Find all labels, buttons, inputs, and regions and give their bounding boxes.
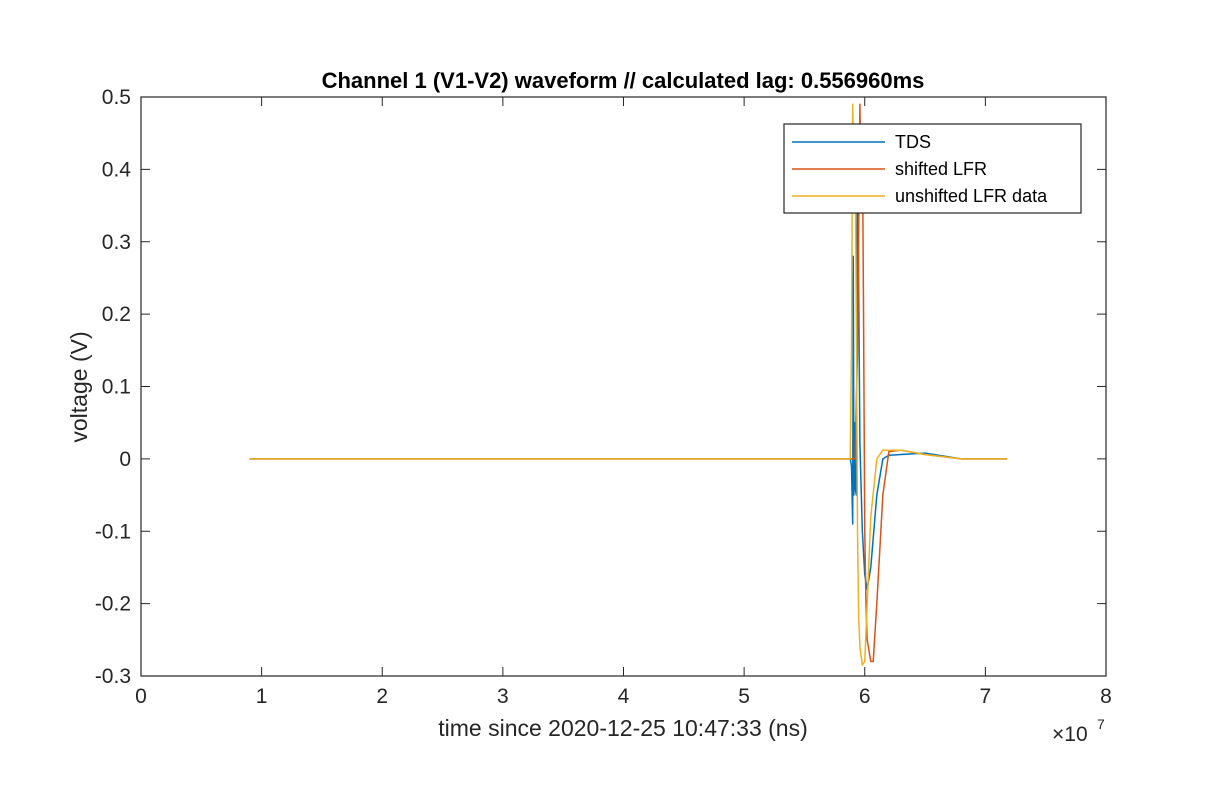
y-tick-label: -0.2 [95,593,131,616]
x-tick-label: 2 [376,685,388,708]
series-layer [249,103,1008,666]
x-tick-label: 0 [135,685,147,708]
y-tick-label: 0.5 [102,86,131,109]
y-tick-label: -0.1 [95,520,131,543]
x-exponent-power: 7 [1097,716,1105,732]
x-tick-label: 7 [980,685,992,708]
x-exponent: ×10 7 [1052,716,1105,746]
x-tick-label: 3 [497,685,509,708]
y-tick-label: 0.4 [102,158,132,181]
x-tick-label: 6 [859,685,871,708]
y-tick-label: 0 [119,448,131,471]
legend-label-1: shifted LFR [895,159,987,179]
x-tick-label: 1 [256,685,268,708]
legend[interactable]: TDS shifted LFR unshifted LFR data [783,123,1082,214]
y-tick-label: 0.2 [102,303,131,326]
y-tick-label: 0.1 [102,376,131,399]
x-axis-label: time since 2020-12-25 10:47:33 (ns) [438,715,808,741]
ticks-layer: 0 1 2 3 4 5 6 7 8 -0.3 -0.2 -0.1 0 0.1 0.2 0.3 0.4 0.5 [95,86,1112,708]
y-tick-label: 0.3 [102,231,131,254]
legend-items: TDS shifted LFR unshifted LFR data [792,132,1048,206]
legend-label-2: unshifted LFR data [895,186,1048,206]
y-axis-label: voltage (V) [66,331,92,442]
series-line-0 [249,146,1008,590]
chart-title: Channel 1 (V1-V2) waveform // calculated… [322,68,925,93]
series-line-2 [249,103,1008,666]
x-tick-label: 4 [618,685,630,708]
x-tick-label: 8 [1100,685,1112,708]
y-tick-label: -0.3 [95,665,131,688]
x-tick-label: 5 [738,685,750,708]
legend-label-0: TDS [895,132,931,152]
x-exponent-base: ×10 [1052,723,1088,746]
